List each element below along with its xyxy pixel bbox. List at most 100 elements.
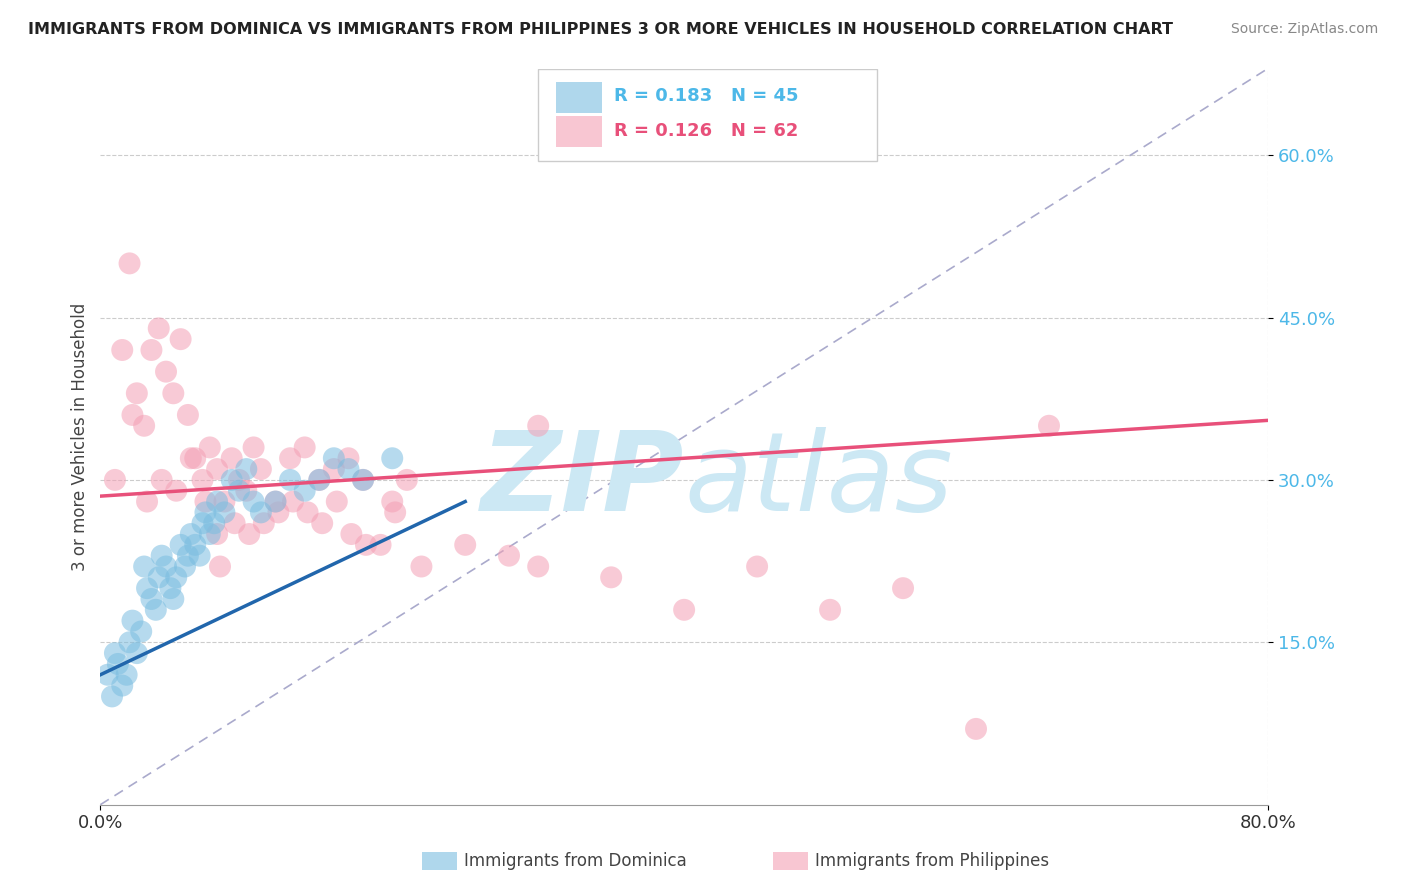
Point [235, 483, 257, 498]
Point [198, 527, 221, 541]
Point [194, 505, 217, 519]
Point [498, 549, 520, 563]
Point [169, 332, 191, 346]
Point [221, 473, 243, 487]
Point [381, 494, 404, 508]
Point [250, 462, 273, 476]
Point [125, 646, 148, 660]
Point [395, 473, 418, 487]
Text: R = 0.126   N = 62: R = 0.126 N = 62 [614, 122, 799, 140]
Point [174, 559, 197, 574]
Text: Immigrants from Dominica: Immigrants from Dominica [464, 852, 686, 870]
Point [352, 473, 374, 487]
Point [111, 343, 134, 357]
Point [264, 494, 287, 508]
Point [600, 570, 623, 584]
Point [180, 451, 202, 466]
Point [281, 494, 304, 508]
Text: Immigrants from Philippines: Immigrants from Philippines [815, 852, 1050, 870]
Point [125, 386, 148, 401]
Point [162, 592, 184, 607]
Point [155, 559, 177, 574]
Point [145, 603, 167, 617]
Point [141, 592, 163, 607]
Text: R = 0.183   N = 45: R = 0.183 N = 45 [614, 87, 799, 105]
Point [337, 462, 360, 476]
Point [352, 473, 374, 487]
Point [134, 418, 156, 433]
Point [1038, 418, 1060, 433]
Point [370, 538, 392, 552]
Point [188, 549, 211, 563]
Point [205, 494, 228, 508]
Point [141, 343, 163, 357]
Point [337, 451, 360, 466]
Point [278, 473, 301, 487]
Point [214, 494, 236, 508]
Point [965, 722, 987, 736]
Point [205, 527, 228, 541]
Point [322, 451, 344, 466]
Point [191, 473, 214, 487]
Point [111, 679, 134, 693]
Point [159, 581, 181, 595]
Point [308, 473, 330, 487]
Point [121, 408, 143, 422]
FancyBboxPatch shape [538, 69, 877, 161]
Point [136, 581, 159, 595]
Point [177, 549, 200, 563]
Point [221, 451, 243, 466]
Point [250, 505, 273, 519]
Text: atlas: atlas [685, 427, 953, 534]
Point [198, 441, 221, 455]
Point [205, 462, 228, 476]
Text: IMMIGRANTS FROM DOMINICA VS IMMIGRANTS FROM PHILIPPINES 3 OR MORE VEHICLES IN HO: IMMIGRANTS FROM DOMINICA VS IMMIGRANTS F… [28, 22, 1173, 37]
Point [136, 494, 159, 508]
Point [165, 570, 187, 584]
Point [745, 559, 768, 574]
Point [101, 690, 124, 704]
Point [184, 451, 207, 466]
Point [297, 505, 319, 519]
Point [311, 516, 333, 531]
Bar [555, 82, 602, 112]
Point [278, 451, 301, 466]
Point [121, 614, 143, 628]
Point [184, 538, 207, 552]
Point [150, 549, 173, 563]
Point [169, 538, 191, 552]
Point [118, 256, 141, 270]
Point [294, 441, 316, 455]
Point [322, 462, 344, 476]
Point [527, 418, 550, 433]
Point [891, 581, 914, 595]
Point [267, 505, 290, 519]
Point [180, 527, 202, 541]
Text: Source: ZipAtlas.com: Source: ZipAtlas.com [1230, 22, 1378, 37]
Point [381, 451, 404, 466]
Point [134, 559, 156, 574]
Point [228, 483, 250, 498]
Text: ZIP: ZIP [481, 427, 685, 534]
Point [264, 494, 287, 508]
Point [384, 505, 406, 519]
Point [104, 473, 127, 487]
Point [115, 667, 138, 681]
Point [165, 483, 187, 498]
Point [242, 441, 264, 455]
Point [454, 538, 477, 552]
Point [148, 570, 170, 584]
Point [148, 321, 170, 335]
Point [354, 538, 377, 552]
Point [235, 462, 257, 476]
Bar [555, 116, 602, 147]
Point [294, 483, 316, 498]
Point [527, 559, 550, 574]
Point [177, 408, 200, 422]
Point [308, 473, 330, 487]
Point [340, 527, 363, 541]
Point [155, 365, 177, 379]
Point [673, 603, 696, 617]
Point [214, 505, 236, 519]
Point [107, 657, 129, 671]
